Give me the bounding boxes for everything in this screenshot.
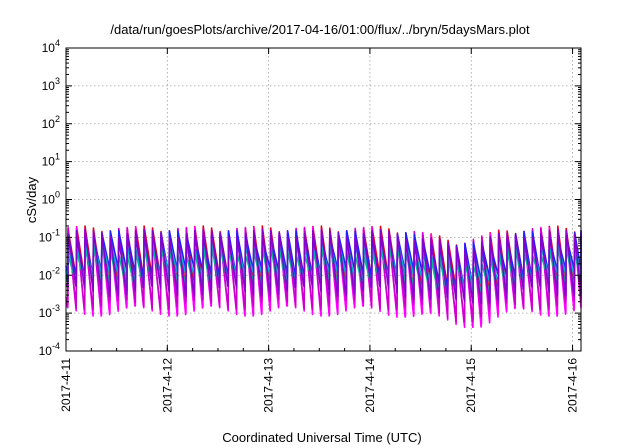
y-tick-label: 100: [42, 190, 60, 207]
x-axis: 2017-4-11 2017-4-12 2017-4-13 2017-4-14 2017…: [59, 48, 580, 413]
y-axis-title: cSv/day: [24, 176, 39, 223]
x-tick-label: 2017-4-16: [566, 358, 580, 413]
y-tick-label: 10-4: [39, 341, 60, 358]
y-axis: 10-4 10-3 10-2 10-1 100 101 102 103 104: [39, 38, 581, 358]
x-tick-label: 2017-4-13: [262, 358, 276, 413]
x-tick-label: 2017-4-12: [160, 358, 174, 413]
y-tick-label: 101: [42, 152, 60, 169]
x-axis-title: Coordinated Universal Time (UTC): [222, 430, 421, 445]
y-tick-label: 102: [42, 114, 60, 131]
y-tick-label: 103: [42, 76, 60, 93]
chart-title: /data/run/goesPlots/archive/2017-04-16/0…: [110, 22, 530, 37]
y-tick-label: 10-2: [39, 265, 60, 282]
x-tick-label: 2017-4-14: [363, 358, 377, 413]
x-tick-label: 2017-4-11: [59, 358, 73, 412]
series-line: [65, 228, 582, 305]
y-tick-label: 10-3: [39, 303, 60, 320]
series-lines: [65, 225, 582, 329]
y-tick-label: 10-1: [39, 227, 60, 244]
y-tick-label: 104: [42, 38, 60, 55]
x-tick-label: 2017-4-15: [464, 358, 478, 413]
